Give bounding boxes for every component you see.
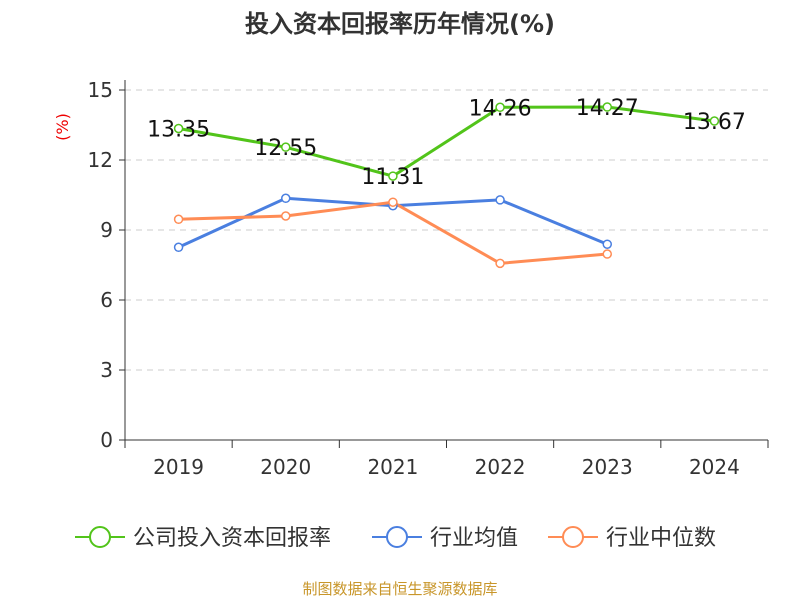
source-note: 制图数据来自恒生聚源数据库 [302, 580, 497, 598]
y-tick-label: 6 [100, 288, 113, 312]
data-point[interactable] [281, 193, 291, 204]
x-tick-label: 2020 [260, 455, 311, 479]
data-point[interactable] [602, 102, 612, 112]
data-point[interactable] [388, 197, 398, 207]
x-tick-label: 2019 [153, 455, 204, 479]
data-point[interactable] [173, 242, 184, 253]
legend-marker-icon [386, 526, 408, 548]
series-line [178, 105, 715, 178]
data-point[interactable] [281, 211, 291, 221]
data-point[interactable] [495, 258, 505, 269]
y-tick-label: 3 [100, 358, 113, 382]
data-point[interactable] [281, 142, 291, 152]
legend-marker-icon [562, 526, 584, 548]
y-axis-label: (%) [53, 113, 72, 141]
data-label: 13.35 [147, 118, 210, 143]
legend-item[interactable]: 行业中位数 [548, 526, 716, 551]
chart-title: 投入资本回报率历年情况(%) [245, 10, 555, 38]
y-tick-label: 9 [100, 218, 113, 242]
data-point[interactable] [495, 195, 505, 205]
legend-marker-icon [89, 526, 111, 548]
legend-label: 行业均值 [430, 526, 518, 551]
series-line [178, 200, 608, 265]
data-point[interactable] [602, 249, 612, 259]
y-tick-label: 12 [88, 148, 113, 172]
x-tick-label: 2022 [475, 455, 526, 479]
data-point[interactable] [602, 239, 612, 249]
data-label: 12.55 [254, 136, 317, 161]
data-label: 14.26 [469, 96, 532, 121]
data-label: 13.67 [683, 110, 746, 135]
legend-item[interactable]: 行业均值 [372, 526, 518, 551]
legend-label: 行业中位数 [606, 526, 716, 551]
legend-label: 公司投入资本回报率 [133, 526, 331, 551]
x-tick-label: 2023 [582, 455, 633, 479]
data-point[interactable] [388, 171, 398, 181]
data-label: 11.31 [361, 165, 424, 190]
x-tick-label: 2024 [689, 455, 740, 479]
data-point[interactable] [709, 116, 720, 126]
y-tick-label: 0 [100, 428, 113, 452]
data-point[interactable] [173, 123, 184, 134]
data-point[interactable] [173, 214, 184, 225]
legend-item[interactable]: 公司投入资本回报率 [75, 526, 331, 551]
y-tick-label: 15 [88, 78, 113, 102]
x-tick-label: 2021 [367, 455, 418, 479]
data-label: 14.27 [576, 96, 639, 121]
data-point[interactable] [495, 102, 505, 113]
